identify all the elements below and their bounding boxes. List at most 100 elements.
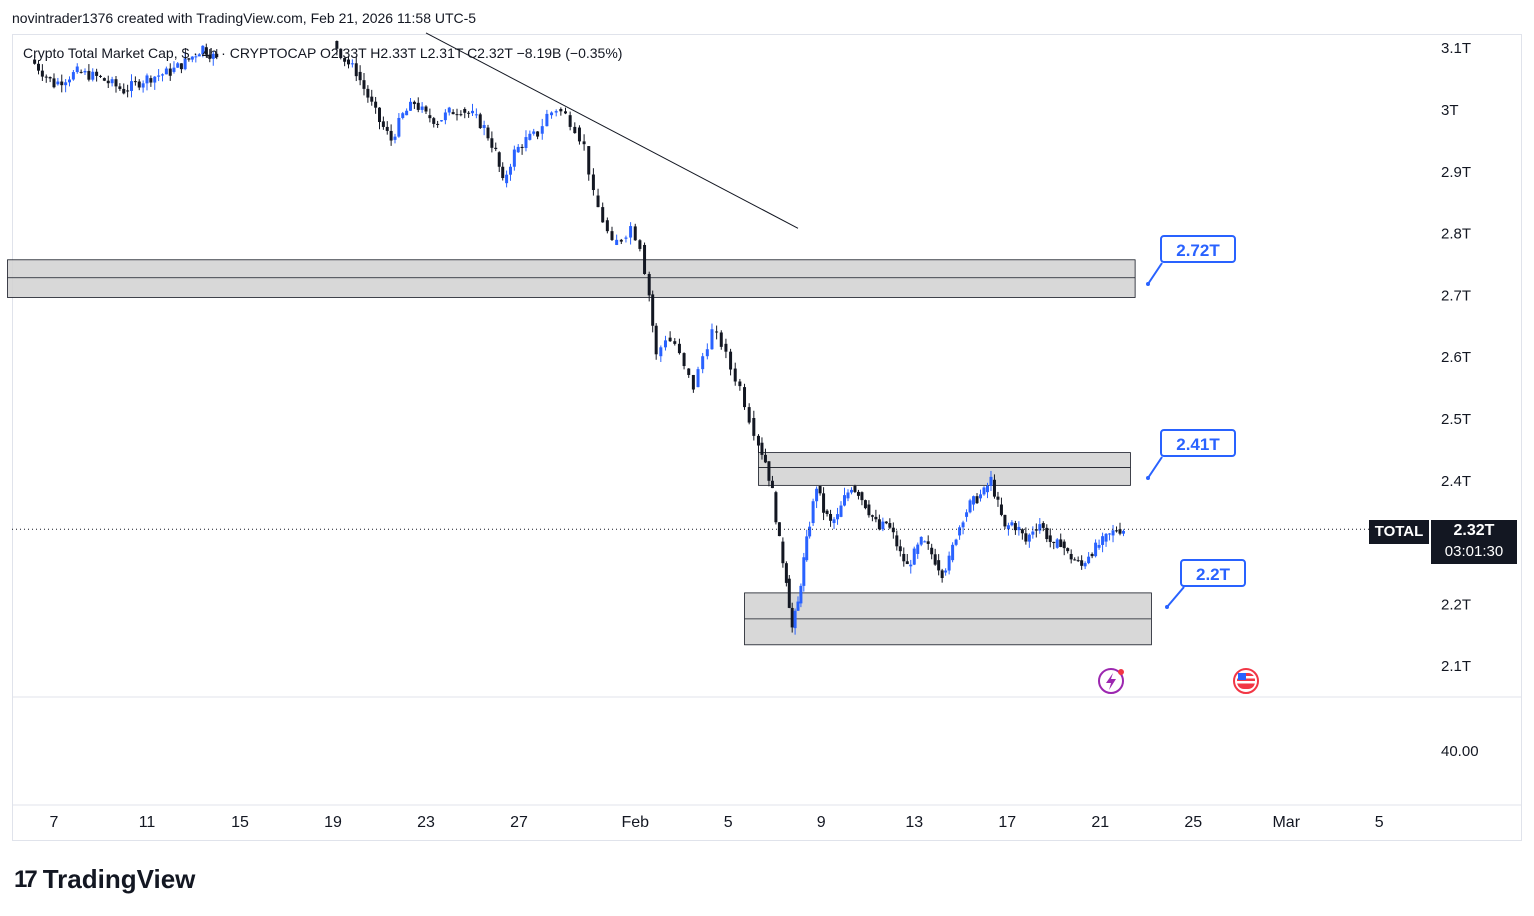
- candle-body: [75, 66, 79, 73]
- candle-body: [1006, 525, 1010, 530]
- callout-2-72t[interactable]: 2.72T: [1160, 235, 1236, 263]
- candle-body: [190, 56, 194, 60]
- candle-body: [130, 81, 133, 91]
- candle-body: [659, 347, 663, 357]
- symbol-tag: TOTAL: [1369, 520, 1429, 544]
- candle-body: [701, 356, 705, 370]
- candle-body: [805, 536, 809, 561]
- candle-body: [673, 341, 677, 344]
- callout-pointer-0: [1147, 262, 1163, 285]
- y-tick-label: 2.4T: [1441, 473, 1471, 490]
- candle-body: [738, 381, 742, 387]
- candle-body: [677, 343, 681, 354]
- candle-body: [389, 130, 393, 141]
- candle-body: [416, 102, 420, 110]
- candle-body: [412, 101, 416, 105]
- candle-body: [91, 71, 95, 80]
- candle-body: [161, 74, 164, 76]
- candle-body: [381, 121, 385, 127]
- candle-body: [432, 118, 436, 124]
- candle-body: [505, 174, 509, 184]
- x-tick-label: 23: [417, 814, 435, 831]
- trendline[interactable]: [425, 32, 799, 229]
- candle-body: [961, 522, 965, 528]
- candle-body: [829, 513, 833, 521]
- candle-body: [836, 514, 840, 520]
- candle-body: [459, 114, 463, 116]
- candle-body: [705, 349, 709, 357]
- y-tick-label: 3T: [1441, 102, 1459, 119]
- candle-body: [891, 527, 895, 533]
- candle-body: [486, 127, 490, 139]
- candle-body: [610, 231, 614, 240]
- candle-body: [615, 239, 619, 245]
- candle-body: [860, 492, 864, 501]
- candle-body: [409, 101, 412, 111]
- x-tick-label: Feb: [621, 814, 649, 831]
- callout-anchor-2: [1165, 605, 1169, 609]
- zone-box-1[interactable]: [758, 452, 1131, 486]
- candle-body: [102, 78, 106, 81]
- candle-body: [141, 83, 145, 88]
- chart-legend[interactable]: Crypto Total Market Cap, $ · 4h · CRYPTO…: [23, 45, 623, 61]
- y-tick-label: 2.7T: [1441, 287, 1471, 304]
- candle-body: [516, 146, 520, 153]
- candle-body: [951, 544, 955, 561]
- us-flag-canton-icon: [1238, 673, 1246, 680]
- candle-body: [1108, 533, 1112, 535]
- callout-2-41t[interactable]: 2.41T: [1160, 429, 1236, 457]
- tradingview-logo[interactable]: 17 TradingView: [14, 864, 195, 895]
- candle-body: [478, 114, 482, 129]
- candle-body: [1111, 530, 1115, 536]
- x-tick-label: Mar: [1272, 814, 1300, 831]
- callout-2-2t[interactable]: 2.2T: [1180, 559, 1246, 587]
- candle-body: [153, 76, 157, 83]
- candle-body: [729, 351, 733, 370]
- candle-body: [494, 147, 498, 150]
- candle-body: [760, 442, 764, 455]
- callout-pointer-2: [1166, 586, 1185, 608]
- candle-body: [1090, 553, 1094, 557]
- candle-body: [183, 58, 187, 70]
- attribution-text: novintrader1376 created with TradingView…: [12, 10, 477, 26]
- candle-body: [215, 53, 219, 58]
- candle-body: [1031, 531, 1035, 535]
- y-tick-label: 2.9T: [1441, 164, 1471, 181]
- candle-body: [451, 112, 455, 115]
- chart-frame: [12, 34, 1522, 841]
- candle-body: [1052, 541, 1056, 543]
- candle-body: [194, 56, 198, 58]
- candle-body: [1094, 542, 1098, 557]
- candle-body: [905, 561, 909, 565]
- candle-body: [440, 120, 443, 122]
- candle-body: [874, 516, 878, 520]
- candle-body: [839, 505, 843, 517]
- candle-body: [204, 47, 208, 55]
- candle-body: [638, 240, 642, 249]
- candle-body: [554, 111, 558, 113]
- candle-body: [1076, 560, 1080, 562]
- x-tick-label: 5: [724, 814, 733, 831]
- callout-anchor-0: [1146, 282, 1150, 286]
- candle-body: [1122, 530, 1125, 534]
- candle-body: [60, 81, 64, 86]
- candle-body: [362, 80, 366, 89]
- candle-body: [179, 63, 183, 70]
- candle-body: [724, 343, 728, 352]
- candle-body: [582, 141, 586, 145]
- candle-body: [916, 544, 920, 554]
- candle-body: [508, 166, 512, 175]
- tradingview-mark-icon: 17: [14, 865, 38, 893]
- candle-body: [972, 496, 976, 505]
- candle-body: [497, 152, 501, 167]
- candle-body: [811, 501, 815, 524]
- candle-body: [149, 78, 153, 83]
- candle-body: [926, 541, 930, 544]
- candle-body: [366, 88, 370, 98]
- zone-box-0[interactable]: [7, 259, 1136, 298]
- candle-body: [168, 68, 172, 76]
- candle-body: [1003, 514, 1007, 527]
- candle-body: [106, 80, 110, 84]
- candle-body: [747, 407, 751, 423]
